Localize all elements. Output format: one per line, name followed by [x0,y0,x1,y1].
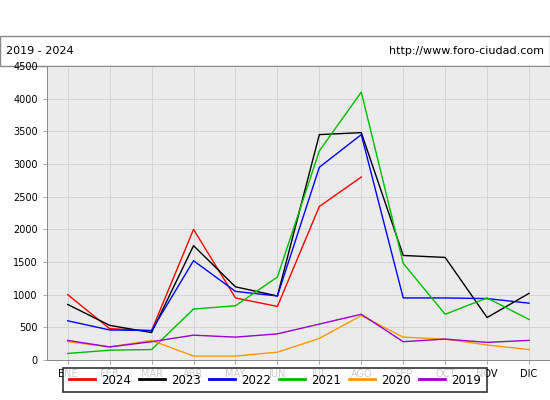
Text: 2019 - 2024: 2019 - 2024 [6,46,73,56]
Text: http://www.foro-ciudad.com: http://www.foro-ciudad.com [389,46,544,56]
Text: Evolucion Nº Turistas Nacionales en el municipio de San Justo: Evolucion Nº Turistas Nacionales en el m… [62,11,488,25]
Legend: 2024, 2023, 2022, 2021, 2020, 2019: 2024, 2023, 2022, 2021, 2020, 2019 [63,368,487,392]
